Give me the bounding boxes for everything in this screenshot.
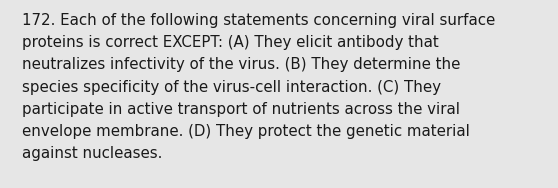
Text: proteins is correct EXCEPT: (A) They elicit antibody that: proteins is correct EXCEPT: (A) They eli… bbox=[22, 35, 439, 50]
Text: 172. Each of the following statements concerning viral surface: 172. Each of the following statements co… bbox=[22, 13, 496, 28]
Text: species specificity of the virus-cell interaction. (C) They: species specificity of the virus-cell in… bbox=[22, 80, 441, 95]
Text: participate in active transport of nutrients across the viral: participate in active transport of nutri… bbox=[22, 102, 460, 117]
Text: against nucleases.: against nucleases. bbox=[22, 146, 162, 161]
Text: envelope membrane. (D) They protect the genetic material: envelope membrane. (D) They protect the … bbox=[22, 124, 470, 139]
Text: neutralizes infectivity of the virus. (B) They determine the: neutralizes infectivity of the virus. (B… bbox=[22, 57, 460, 72]
